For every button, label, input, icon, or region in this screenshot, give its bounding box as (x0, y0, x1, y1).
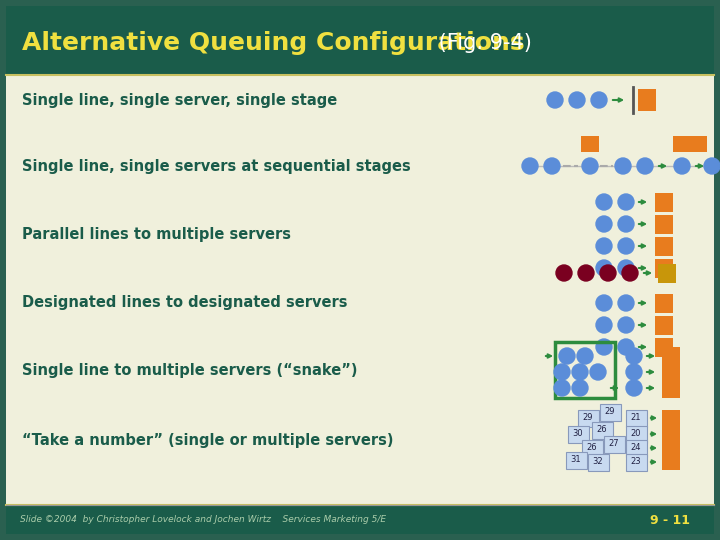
Bar (581, 136, 599, 152)
Circle shape (704, 158, 720, 174)
Bar (662, 347, 680, 366)
FancyBboxPatch shape (567, 426, 588, 442)
Circle shape (596, 238, 612, 254)
Text: Single line, single servers at sequential stages: Single line, single servers at sequentia… (22, 159, 410, 173)
Circle shape (626, 364, 642, 380)
FancyBboxPatch shape (600, 403, 621, 421)
Circle shape (674, 158, 690, 174)
Bar (662, 426, 680, 442)
Text: Single line to multiple servers (“snake”): Single line to multiple servers (“snake”… (22, 362, 358, 377)
FancyBboxPatch shape (588, 454, 608, 470)
Circle shape (547, 92, 563, 108)
Text: Alternative Queuing Configurations: Alternative Queuing Configurations (22, 31, 525, 56)
Circle shape (596, 295, 612, 311)
Text: Slide ©2004  by Christopher Lovelock and Jochen Wirtz    Services Marketing 5/E: Slide ©2004 by Christopher Lovelock and … (20, 516, 386, 524)
FancyBboxPatch shape (626, 454, 647, 470)
Bar (662, 379, 680, 397)
Circle shape (618, 260, 634, 276)
Circle shape (622, 265, 638, 281)
Text: 21: 21 (631, 414, 642, 422)
Circle shape (572, 380, 588, 396)
FancyBboxPatch shape (582, 440, 603, 456)
Circle shape (596, 194, 612, 210)
Bar (655, 294, 673, 313)
Text: 32: 32 (593, 457, 603, 467)
Circle shape (522, 158, 538, 174)
Text: 24: 24 (631, 443, 642, 453)
Bar (655, 237, 673, 255)
Bar (638, 89, 656, 111)
Circle shape (577, 348, 593, 364)
Bar (662, 454, 680, 470)
Circle shape (554, 380, 570, 396)
FancyBboxPatch shape (577, 409, 598, 427)
Bar (6, 74, 714, 506)
Circle shape (578, 265, 594, 281)
FancyBboxPatch shape (565, 451, 587, 469)
Bar (689, 136, 707, 152)
Circle shape (596, 216, 612, 232)
Bar (673, 136, 691, 152)
Text: 9 - 11: 9 - 11 (650, 514, 690, 526)
Circle shape (618, 238, 634, 254)
Bar (662, 440, 680, 456)
Circle shape (618, 317, 634, 333)
Text: 27: 27 (608, 440, 619, 449)
FancyBboxPatch shape (626, 440, 647, 456)
Text: 26: 26 (597, 426, 607, 435)
Circle shape (554, 364, 570, 380)
Bar (655, 315, 673, 334)
Bar (655, 214, 673, 233)
Circle shape (569, 92, 585, 108)
Circle shape (582, 158, 598, 174)
Circle shape (572, 364, 588, 380)
Text: 31: 31 (571, 456, 581, 464)
Bar (662, 362, 680, 381)
Circle shape (618, 295, 634, 311)
Circle shape (559, 348, 575, 364)
Circle shape (596, 339, 612, 355)
Circle shape (626, 380, 642, 396)
Bar (655, 259, 673, 278)
Circle shape (618, 216, 634, 232)
Bar (655, 338, 673, 356)
Circle shape (618, 194, 634, 210)
Bar (662, 410, 680, 426)
Circle shape (615, 158, 631, 174)
Text: 26: 26 (587, 443, 598, 453)
FancyBboxPatch shape (626, 426, 647, 442)
Circle shape (544, 158, 560, 174)
FancyBboxPatch shape (603, 435, 624, 453)
FancyBboxPatch shape (626, 409, 647, 427)
Text: Parallel lines to multiple servers: Parallel lines to multiple servers (22, 227, 291, 242)
Bar (6, 6, 714, 74)
Text: 20: 20 (631, 429, 642, 438)
Text: Single line, single server, single stage: Single line, single server, single stage (22, 92, 337, 107)
Bar (655, 192, 673, 212)
Text: (Fig. 9-4): (Fig. 9-4) (432, 33, 532, 53)
Text: 29: 29 (605, 408, 616, 416)
Bar (658, 264, 676, 282)
Text: Designated lines to designated servers: Designated lines to designated servers (22, 295, 348, 310)
Circle shape (590, 364, 606, 380)
FancyBboxPatch shape (592, 422, 613, 438)
Circle shape (556, 265, 572, 281)
Circle shape (596, 260, 612, 276)
Bar (555, 342, 615, 398)
Circle shape (618, 339, 634, 355)
Circle shape (596, 317, 612, 333)
Circle shape (637, 158, 653, 174)
Circle shape (626, 348, 642, 364)
Text: “Take a number” (single or multiple servers): “Take a number” (single or multiple serv… (22, 433, 394, 448)
Text: 23: 23 (631, 457, 642, 467)
Text: 30: 30 (572, 429, 583, 438)
Circle shape (600, 265, 616, 281)
Text: 29: 29 (582, 414, 593, 422)
Bar (6, 506, 714, 534)
Circle shape (591, 92, 607, 108)
